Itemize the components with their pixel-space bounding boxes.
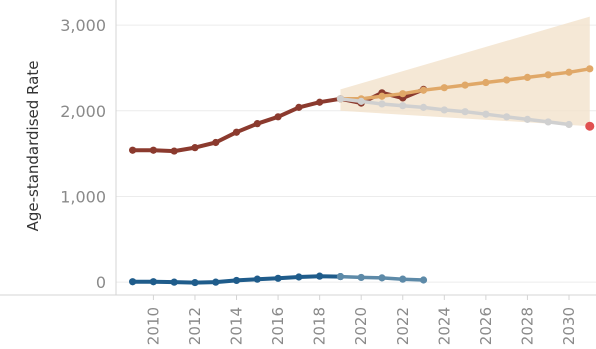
data-point [378, 92, 386, 100]
data-point [129, 278, 137, 286]
data-point [544, 118, 552, 126]
x-tick-label: 2018 [311, 307, 329, 345]
x-tick-label: 2026 [477, 307, 495, 345]
data-point [274, 274, 282, 282]
data-point [253, 275, 261, 283]
data-point [232, 128, 241, 136]
x-tick-label: 2022 [394, 307, 412, 345]
data-point [357, 273, 365, 282]
data-point [212, 278, 220, 286]
data-point [565, 120, 573, 129]
data-point [440, 84, 448, 92]
data-point [336, 95, 345, 103]
data-point [170, 147, 178, 155]
y-axis-label: Age-standardised Rate [24, 61, 42, 232]
data-point [336, 272, 345, 281]
data-point [295, 103, 303, 111]
data-point [399, 102, 407, 110]
tick-labels: 0 1,000 2,000 3,000 2010 2012 2014 2016 2018 2020… [60, 16, 578, 345]
data-point [212, 138, 220, 147]
data-point [316, 98, 324, 106]
x-tick-label: 2028 [518, 307, 536, 345]
data-point [544, 71, 552, 79]
x-tick-label: 2012 [186, 307, 204, 345]
x-tick-label: 2020 [352, 307, 370, 345]
data-point [482, 110, 490, 118]
data-point [461, 81, 469, 89]
series-lines [129, 65, 595, 287]
data-point [274, 113, 282, 121]
data-point [523, 73, 532, 81]
data-point [129, 146, 137, 154]
data-point [378, 100, 386, 108]
y-tick-label: 2,000 [60, 102, 106, 121]
data-point [191, 278, 199, 287]
data-point [440, 106, 448, 114]
x-tick-label: 2016 [269, 307, 287, 345]
data-point [149, 146, 158, 154]
data-point [253, 120, 261, 128]
data-point [399, 90, 407, 98]
data-point-end [585, 121, 595, 131]
data-point [378, 274, 386, 282]
data-point [419, 103, 428, 111]
x-tick-label: 2010 [144, 307, 162, 345]
data-point [357, 97, 365, 105]
data-point [149, 278, 158, 286]
data-point [170, 278, 178, 286]
x-tick-label: 2024 [435, 307, 453, 345]
x-tick-label: 2014 [228, 307, 246, 345]
axes [0, 0, 596, 300]
data-point [191, 144, 199, 152]
y-tick-label: 3,000 [60, 16, 106, 35]
y-tick-label: 1,000 [60, 187, 106, 206]
data-point [295, 273, 303, 281]
data-point [503, 113, 511, 121]
data-point [586, 65, 594, 73]
data-point [503, 76, 511, 84]
data-point [419, 276, 428, 284]
data-point [565, 68, 573, 76]
y-tick-label: 0 [96, 273, 106, 292]
data-point [399, 275, 407, 283]
data-point [482, 78, 490, 87]
data-point [316, 272, 324, 280]
data-point [461, 108, 469, 116]
x-tick-label: 2030 [560, 307, 578, 345]
data-point [232, 276, 241, 285]
data-point [419, 86, 428, 94]
data-point [523, 115, 532, 123]
